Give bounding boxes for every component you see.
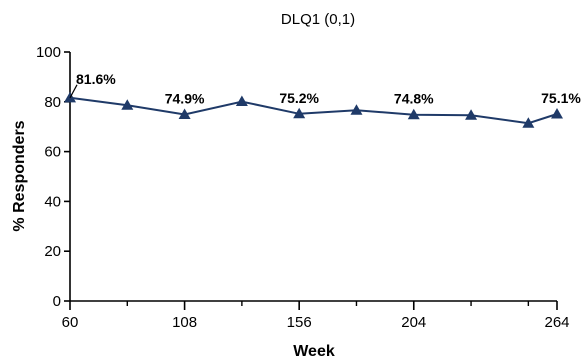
x-tick-label: 156 (287, 314, 312, 331)
data-point-marker (350, 104, 363, 115)
data-label: 75.2% (279, 90, 319, 106)
series-layer (64, 91, 563, 128)
data-point-marker (522, 117, 535, 128)
data-point-marker (178, 108, 191, 119)
data-point-marker (293, 107, 306, 119)
data-point-marker (551, 108, 563, 119)
y-tick-label: 100 (36, 44, 61, 61)
data-label: 74.8% (394, 91, 434, 107)
data-labels: 81.6% 74.9% 75.2% 74.8% 75.1% (69, 71, 581, 107)
y-tick-label: 0 (53, 293, 61, 310)
x-tick-label: 204 (401, 314, 426, 331)
y-tick-label: 20 (44, 243, 61, 260)
y-tick-label: 40 (44, 193, 61, 210)
data-label: 81.6% (76, 71, 116, 87)
data-point-marker (235, 95, 248, 107)
y-axis-title: % Responders (11, 120, 28, 231)
chart-title: DLQ1 (0,1) (281, 11, 355, 28)
x-tick-label: 108 (172, 314, 197, 331)
data-point-marker (407, 108, 420, 120)
series-line (69, 96, 558, 125)
y-axis-ticks: 0 20 40 60 80 100 (36, 44, 70, 310)
x-tick-label: 60 (62, 314, 79, 331)
data-point-marker (465, 109, 478, 120)
y-tick-label: 80 (44, 94, 61, 111)
data-label: 75.1% (541, 90, 581, 106)
data-label: 74.9% (165, 90, 205, 106)
data-point-marker (121, 99, 134, 110)
x-axis-title: Week (293, 343, 335, 360)
x-tick-label: 264 (544, 314, 569, 331)
y-tick-label: 60 (44, 144, 61, 161)
data-label-leader (69, 84, 78, 99)
x-axis-ticks: 60 108 156 204 264 (62, 301, 570, 331)
